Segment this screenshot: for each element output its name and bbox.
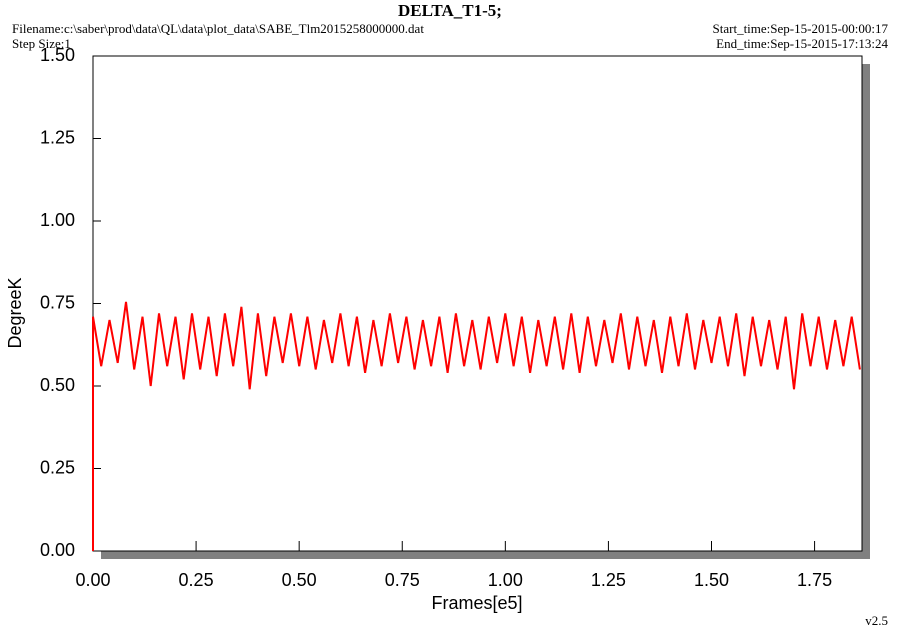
y-tick-label: 1.00	[40, 210, 75, 230]
x-tick-label: 0.00	[75, 570, 110, 590]
x-axis-label: Frames[e5]	[431, 593, 522, 613]
x-tick-label: 1.25	[591, 570, 626, 590]
data-line	[92, 301, 861, 551]
x-tick-label: 0.75	[385, 570, 420, 590]
chart-title: DELTA_T1-5;	[398, 1, 502, 20]
x-tick-label: 0.25	[179, 570, 214, 590]
end-time: End_time:Sep-15-2015-17:13:24	[716, 36, 888, 51]
y-tick-label: 0.25	[40, 457, 75, 477]
y-tick-label: 0.75	[40, 292, 75, 312]
x-tick-label: 1.75	[797, 570, 832, 590]
version: v2.5	[865, 613, 888, 628]
y-tick-label: 0.50	[40, 375, 75, 395]
start-time: Start_time:Sep-15-2015-00:00:17	[713, 21, 889, 36]
filename: Filename:c:\saber\prod\data\QL\data\plot…	[12, 21, 424, 36]
y-tick-label: 1.25	[40, 127, 75, 147]
plot-area	[92, 55, 863, 552]
y-tick-label: 1.50	[40, 45, 75, 65]
x-tick-label: 0.50	[282, 570, 317, 590]
y-axis-label: DegreeK	[5, 277, 25, 348]
x-tick-label: 1.50	[694, 570, 729, 590]
y-tick-label: 0.00	[40, 540, 75, 560]
x-tick-label: 1.00	[488, 570, 523, 590]
step-size: Step Size:1	[12, 36, 71, 51]
